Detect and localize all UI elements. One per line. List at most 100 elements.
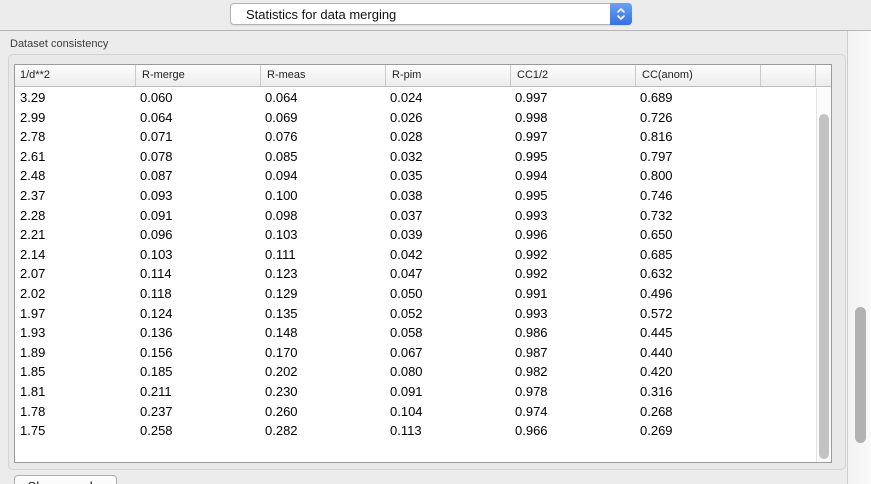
table-row[interactable]: 1.89 0.156 0.170 0.067 0.987 0.440 (15, 343, 816, 363)
table-cell: 0.114 (140, 266, 172, 282)
table-cell: 0.496 (640, 285, 673, 301)
statistics-mode-dropdown-value: Statistics for data merging (246, 6, 397, 22)
show-graphs-button[interactable]: Show graphs (14, 475, 117, 484)
table-cell: 1.78 (20, 403, 46, 419)
column-header[interactable]: R-merge (136, 65, 261, 86)
table-cell: 0.067 (390, 344, 423, 360)
statistics-mode-dropdown[interactable]: Statistics for data merging (230, 3, 632, 25)
table-cell: 0.058 (390, 325, 423, 341)
table-cell: 0.170 (265, 344, 298, 360)
table-cell: 0.096 (140, 227, 173, 243)
table-cell: 1.93 (20, 325, 46, 341)
table-cell: 0.211 (140, 383, 172, 399)
table-cell: 0.726 (640, 109, 673, 125)
table-cell: 0.047 (390, 266, 423, 282)
table-cell: 0.069 (265, 109, 298, 125)
table-cell: 0.028 (390, 129, 423, 145)
table-cell: 0.996 (515, 227, 548, 243)
table-cell: 0.104 (390, 403, 423, 419)
table-body: 3.29 0.060 0.064 0.024 0.997 0.689 2.99 0.064 0.… (15, 88, 816, 462)
table-cell: 0.024 (390, 90, 423, 105)
table-cell: 0.100 (265, 187, 298, 203)
column-header[interactable]: R-meas (261, 65, 386, 86)
table-cell: 0.982 (515, 364, 548, 380)
table-cell: 1.85 (20, 364, 46, 380)
table-cell: 0.685 (640, 246, 673, 262)
group-title: Dataset consistency (10, 38, 109, 50)
table-cell: 0.087 (140, 168, 173, 184)
table-cell: 0.978 (515, 383, 548, 399)
table-cell: 2.61 (20, 148, 46, 164)
table-cell: 0.797 (640, 148, 673, 164)
table-row[interactable]: 2.02 0.118 0.129 0.050 0.991 0.496 (15, 284, 816, 304)
table-row[interactable]: 2.07 0.114 0.123 0.047 0.992 0.632 (15, 264, 816, 284)
table-row[interactable]: 1.93 0.136 0.148 0.058 0.986 0.445 (15, 323, 816, 343)
table-cell: 0.632 (640, 266, 673, 282)
table-row[interactable]: 2.99 0.064 0.069 0.026 0.998 0.726 (15, 108, 816, 128)
table-row[interactable]: 2.78 0.071 0.076 0.028 0.997 0.816 (15, 127, 816, 147)
table-cell: 0.098 (265, 207, 298, 223)
table-cell: 0.094 (265, 168, 298, 184)
table-cell: 0.076 (265, 129, 298, 145)
table-row[interactable]: 2.14 0.103 0.111 0.042 0.992 0.685 (15, 245, 816, 265)
table-cell: 0.042 (390, 246, 423, 262)
table-cell: 0.258 (140, 423, 173, 439)
table-cell: 0.156 (140, 344, 173, 360)
column-header[interactable]: 1/d**2 (15, 65, 136, 86)
table-cell: 0.050 (390, 285, 423, 301)
table-cell: 0.080 (390, 364, 423, 380)
table-cell: 0.800 (640, 168, 673, 184)
table-cell: 0.689 (640, 90, 673, 105)
table-row[interactable]: 2.28 0.091 0.098 0.037 0.993 0.732 (15, 206, 816, 226)
table-cell: 0.987 (515, 344, 548, 360)
table-cell: 0.816 (640, 129, 673, 145)
table-row[interactable]: 3.29 0.060 0.064 0.024 0.997 0.689 (15, 88, 816, 108)
table-cell: 0.993 (515, 207, 548, 223)
statistics-table: 1/d**2 R-merge R-meas R-pim CC1/2 CC(ano… (14, 64, 832, 463)
table-cell: 0.136 (140, 325, 173, 341)
table-cell: 0.282 (265, 423, 298, 439)
table-cell: 1.81 (20, 383, 46, 399)
table-row[interactable]: 1.78 0.237 0.260 0.104 0.974 0.268 (15, 402, 816, 422)
table-cell: 0.103 (140, 246, 173, 262)
table-row[interactable]: 2.21 0.096 0.103 0.039 0.996 0.650 (15, 225, 816, 245)
table-cell: 2.14 (20, 246, 46, 262)
table-cell: 0.148 (265, 325, 298, 341)
table-cell: 0.986 (515, 325, 548, 341)
table-scrollbar[interactable] (816, 88, 831, 462)
table-scrollbar-thumb[interactable] (819, 114, 829, 459)
table-row[interactable]: 2.48 0.087 0.094 0.035 0.994 0.800 (15, 166, 816, 186)
window-scrollbar[interactable] (847, 31, 871, 484)
table-cell: 0.998 (515, 109, 548, 125)
table-cell: 0.111 (265, 246, 296, 262)
table-row[interactable]: 1.85 0.185 0.202 0.080 0.982 0.420 (15, 362, 816, 382)
table-cell: 0.732 (640, 207, 673, 223)
table-cell: 2.21 (20, 227, 46, 243)
window-scrollbar-thumb[interactable] (855, 307, 866, 443)
table-cell: 0.064 (265, 90, 298, 105)
table-row[interactable]: 1.75 0.258 0.282 0.113 0.966 0.269 (15, 421, 816, 441)
table-cell: 0.118 (140, 285, 172, 301)
table-header: 1/d**2 R-merge R-meas R-pim CC1/2 CC(ano… (15, 65, 831, 87)
toolbar: Statistics for data merging (0, 0, 871, 31)
table-cell: 0.035 (390, 168, 423, 184)
table-cell: 0.997 (515, 90, 548, 105)
table-cell: 0.093 (140, 187, 173, 203)
table-cell: 0.037 (390, 207, 423, 223)
table-row[interactable]: 2.61 0.078 0.085 0.032 0.995 0.797 (15, 147, 816, 167)
table-cell: 2.28 (20, 207, 46, 223)
table-cell: 0.260 (265, 403, 298, 419)
table-cell: 0.202 (265, 364, 298, 380)
table-cell: 0.650 (640, 227, 673, 243)
column-header[interactable]: CC1/2 (511, 65, 636, 86)
table-cell: 0.992 (515, 266, 548, 282)
table-cell: 1.89 (20, 344, 46, 360)
table-row[interactable]: 1.97 0.124 0.135 0.052 0.993 0.572 (15, 304, 816, 324)
table-cell: 0.123 (265, 266, 298, 282)
column-header[interactable]: CC(anom) (636, 65, 761, 86)
table-row[interactable]: 2.37 0.093 0.100 0.038 0.995 0.746 (15, 186, 816, 206)
table-cell: 0.991 (515, 285, 548, 301)
table-row[interactable]: 1.81 0.211 0.230 0.091 0.978 0.316 (15, 382, 816, 402)
column-header[interactable]: R-pim (386, 65, 511, 86)
